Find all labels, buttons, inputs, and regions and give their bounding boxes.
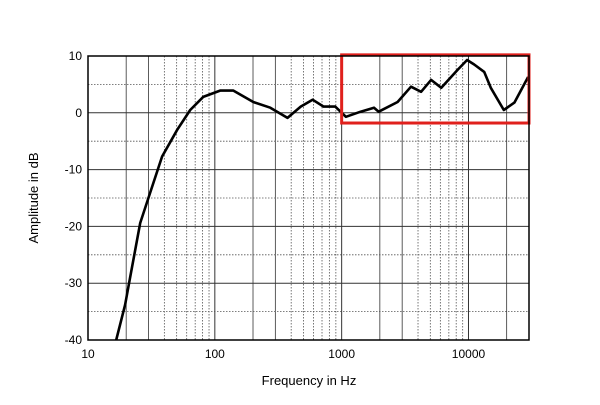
y-tick-label: -10: [65, 163, 83, 177]
plot-frame: [87, 55, 530, 341]
x-tick-label: 1000: [328, 347, 355, 361]
x-tick-label: 10: [81, 347, 95, 361]
response-curve: [114, 58, 530, 341]
x-axis-label: Frequency in Hz: [262, 373, 357, 388]
y-tick-label: 0: [75, 106, 82, 120]
y-tick-label: -40: [65, 333, 83, 347]
x-tick-label: 100: [205, 347, 225, 361]
y-tick-label: -20: [65, 219, 83, 233]
y-tick-label: 10: [69, 49, 83, 63]
y-tick-label: -30: [65, 276, 83, 290]
y-axis-label: Amplitude in dB: [26, 152, 41, 243]
x-tick-label: 10000: [452, 347, 486, 361]
grid: [87, 55, 530, 341]
